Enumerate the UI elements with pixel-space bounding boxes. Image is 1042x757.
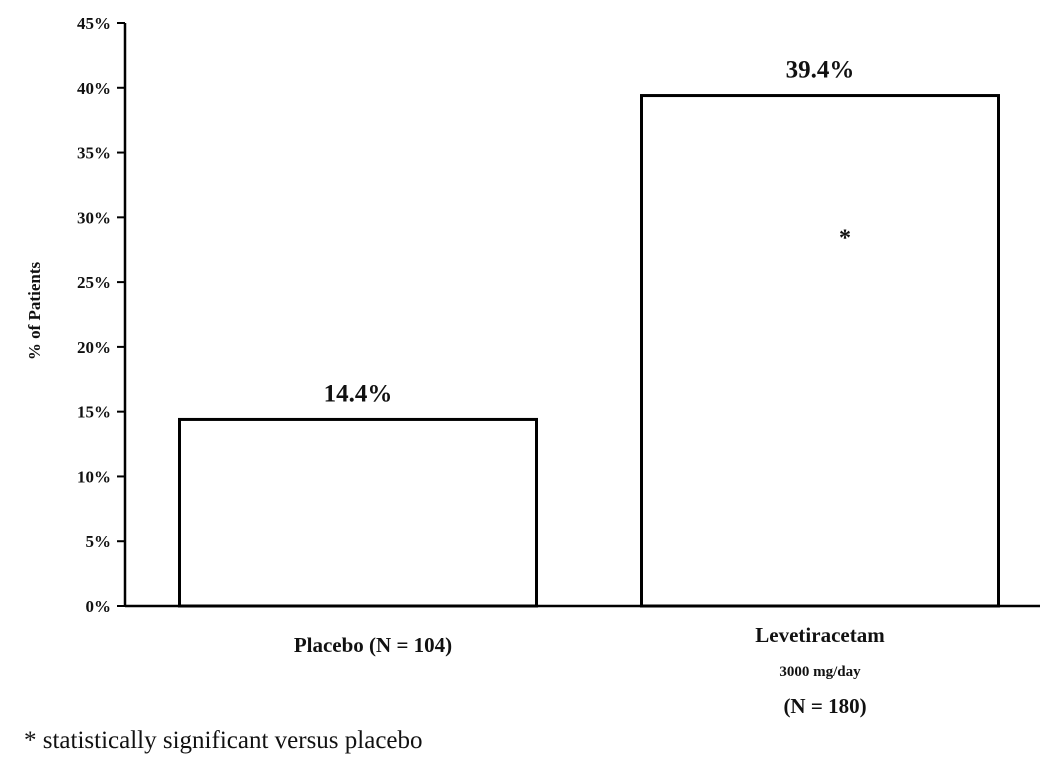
significance-asterisk: * bbox=[839, 226, 851, 252]
y-tick-label: 20% bbox=[77, 338, 111, 357]
data-labels: 14.4% 39.4% * bbox=[324, 57, 855, 408]
footnote: * statistically significant versus place… bbox=[24, 727, 423, 754]
y-ticks: 0% 5% 10% 15% 20% 25% 30% 35% 40% 45% bbox=[77, 14, 125, 616]
x-category-label-levetiracetam-line-3: (N = 180) bbox=[783, 694, 866, 718]
y-tick-label: 40% bbox=[77, 79, 111, 98]
y-tick-label: 5% bbox=[86, 532, 112, 551]
x-category-label-levetiracetam-line-2: 3000 mg/day bbox=[779, 664, 861, 680]
y-tick-label: 10% bbox=[77, 467, 111, 486]
y-tick-label: 35% bbox=[77, 144, 111, 163]
y-axis: 0% 5% 10% 15% 20% 25% 30% 35% 40% 45% bbox=[77, 14, 127, 616]
y-tick-label: 15% bbox=[77, 403, 111, 422]
bar-2 bbox=[640, 94, 1000, 608]
y-tick-label: 0% bbox=[86, 597, 112, 616]
bars bbox=[178, 94, 1000, 608]
x-category-labels: Placebo (N = 104) Levetiracetam 3000 mg/da… bbox=[294, 623, 885, 718]
bar-1 bbox=[178, 417, 538, 608]
x-category-label-placebo: Placebo (N = 104) bbox=[294, 633, 452, 657]
y-axis-label: % of Patients bbox=[25, 262, 44, 361]
data-label: 39.4% bbox=[786, 57, 855, 84]
y-tick-label: 25% bbox=[77, 273, 111, 292]
data-label: 14.4% bbox=[324, 380, 393, 407]
y-tick-label: 45% bbox=[77, 14, 111, 33]
y-tick-label: 30% bbox=[77, 208, 111, 227]
x-category-label-levetiracetam-line-1: Levetiracetam bbox=[755, 623, 885, 647]
